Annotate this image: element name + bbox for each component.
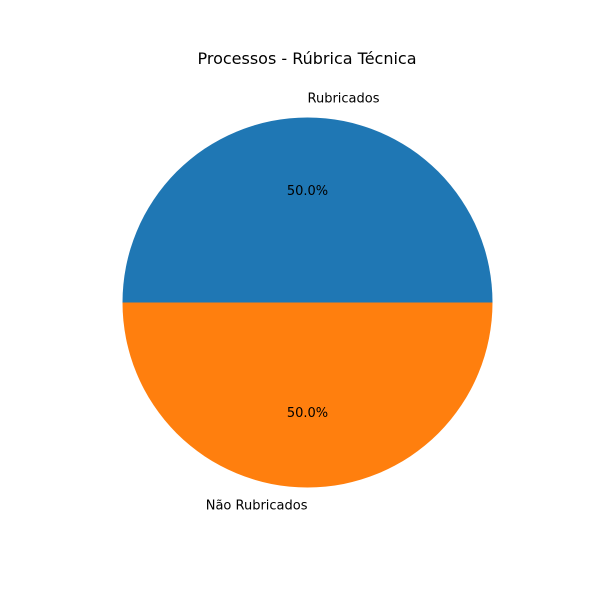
slice-label-1: Rubricados: [308, 92, 380, 107]
slice-percent-label-1: 50.0%: [287, 184, 328, 199]
slice-percent-label-2: 50.0%: [287, 406, 328, 421]
pie-slice-2: [122, 302, 493, 488]
chart-title: Processos - Rúbrica Técnica: [197, 49, 416, 68]
pie-labels: Rubricados 50.0% Não Rubricados 50.0%: [206, 92, 380, 514]
slice-label-2: Não Rubricados: [206, 499, 308, 514]
pie-slice-1: [122, 117, 493, 303]
pie-slices: [122, 117, 493, 488]
